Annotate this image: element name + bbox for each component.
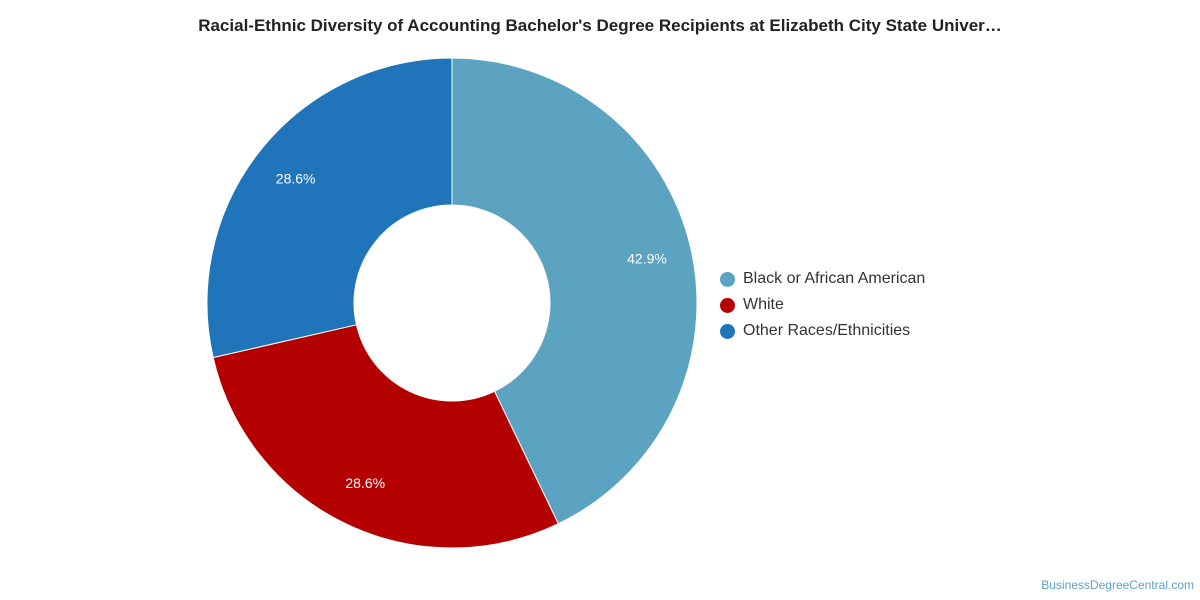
legend: Black or African American White Other Ra…	[720, 266, 925, 344]
legend-item[interactable]: Other Races/Ethnicities	[720, 318, 925, 344]
donut-slice[interactable]	[451, 57, 698, 525]
legend-label: Other Races/Ethnicities	[743, 322, 911, 339]
legend-label: Black or African American	[743, 270, 926, 287]
legend-marker	[720, 323, 735, 339]
legend-marker	[720, 297, 735, 313]
legend-item[interactable]: Black or African American	[720, 266, 925, 292]
legend-marker	[720, 271, 735, 287]
legend-item[interactable]: White	[720, 292, 925, 318]
legend-label: White	[743, 296, 784, 313]
source-credit[interactable]: BusinessDegreeCentral.com	[1041, 578, 1194, 592]
slice-label: 28.6%	[276, 170, 316, 186]
donut-slice[interactable]	[206, 57, 453, 359]
slice-label: 42.9%	[627, 250, 667, 266]
donut-slice[interactable]	[212, 324, 559, 549]
slice-label: 28.6%	[345, 475, 385, 491]
chart-title: Racial-Ethnic Diversity of Accounting Ba…	[198, 16, 1002, 35]
